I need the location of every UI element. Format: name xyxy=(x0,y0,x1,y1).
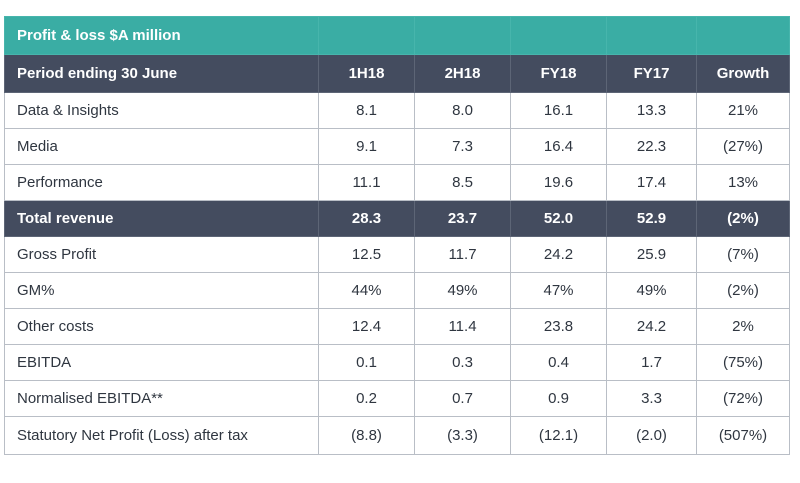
cell-growth: (72%) xyxy=(696,380,790,417)
cell-2h18: 8.5 xyxy=(414,164,511,201)
row-label: Normalised EBITDA** xyxy=(4,380,319,417)
cell-fy17: 3.3 xyxy=(606,380,697,417)
cell-2h18: 23.7 xyxy=(414,200,511,237)
cell-1h18: 8.1 xyxy=(318,92,415,129)
cell-growth: (507%) xyxy=(696,416,790,455)
cell-fy17: 1.7 xyxy=(606,344,697,381)
cell-fy18: 0.4 xyxy=(510,344,607,381)
title-cell-blank xyxy=(510,16,607,55)
table-row: Other costs 12.4 11.4 23.8 24.2 2% xyxy=(4,308,790,345)
cell-2h18: 0.7 xyxy=(414,380,511,417)
cell-fy17: 25.9 xyxy=(606,236,697,273)
table-row: Performance 11.1 8.5 19.6 17.4 13% xyxy=(4,164,790,201)
title-cell-blank xyxy=(318,16,415,55)
row-label: Other costs xyxy=(4,308,319,345)
column-header-growth: Growth xyxy=(696,54,790,93)
cell-growth: (27%) xyxy=(696,128,790,165)
table-header-row: Period ending 30 June 1H18 2H18 FY18 FY1… xyxy=(4,54,790,93)
title-cell-blank xyxy=(606,16,697,55)
title-cell-blank xyxy=(696,16,790,55)
cell-fy17: 52.9 xyxy=(606,200,697,237)
table-title-row: Profit & loss $A million xyxy=(4,16,790,55)
total-row: Total revenue 28.3 23.7 52.0 52.9 (2%) xyxy=(4,200,790,237)
row-label: EBITDA xyxy=(4,344,319,381)
table-title: Profit & loss $A million xyxy=(4,16,319,55)
cell-2h18: 49% xyxy=(414,272,511,309)
cell-fy18: 19.6 xyxy=(510,164,607,201)
cell-fy17: 17.4 xyxy=(606,164,697,201)
row-label: Data & Insights xyxy=(4,92,319,129)
row-label: Total revenue xyxy=(4,200,319,237)
profit-loss-table: Profit & loss $A million Period ending 3… xyxy=(4,16,790,455)
row-label: Gross Profit xyxy=(4,236,319,273)
cell-fy17: 13.3 xyxy=(606,92,697,129)
cell-growth: (7%) xyxy=(696,236,790,273)
cell-fy18: 0.9 xyxy=(510,380,607,417)
cell-growth: 21% xyxy=(696,92,790,129)
cell-1h18: 9.1 xyxy=(318,128,415,165)
cell-2h18: 7.3 xyxy=(414,128,511,165)
cell-1h18: 12.4 xyxy=(318,308,415,345)
row-label: GM% xyxy=(4,272,319,309)
table-row: Media 9.1 7.3 16.4 22.3 (27%) xyxy=(4,128,790,165)
table-row: Gross Profit 12.5 11.7 24.2 25.9 (7%) xyxy=(4,236,790,273)
cell-fy17: (2.0) xyxy=(606,416,697,455)
cell-fy18: (12.1) xyxy=(510,416,607,455)
cell-1h18: 12.5 xyxy=(318,236,415,273)
cell-1h18: (8.8) xyxy=(318,416,415,455)
cell-fy18: 23.8 xyxy=(510,308,607,345)
cell-1h18: 28.3 xyxy=(318,200,415,237)
cell-fy17: 22.3 xyxy=(606,128,697,165)
cell-2h18: 8.0 xyxy=(414,92,511,129)
title-cell-blank xyxy=(414,16,511,55)
cell-2h18: 11.7 xyxy=(414,236,511,273)
cell-1h18: 44% xyxy=(318,272,415,309)
cell-2h18: (3.3) xyxy=(414,416,511,455)
column-header-1h18: 1H18 xyxy=(318,54,415,93)
row-label: Statutory Net Profit (Loss) after tax xyxy=(4,416,319,455)
row-label: Media xyxy=(4,128,319,165)
cell-fy18: 52.0 xyxy=(510,200,607,237)
row-label: Performance xyxy=(4,164,319,201)
cell-growth: 13% xyxy=(696,164,790,201)
column-header-2h18: 2H18 xyxy=(414,54,511,93)
cell-growth: (75%) xyxy=(696,344,790,381)
cell-fy18: 24.2 xyxy=(510,236,607,273)
cell-fy17: 49% xyxy=(606,272,697,309)
cell-growth: 2% xyxy=(696,308,790,345)
cell-fy18: 47% xyxy=(510,272,607,309)
cell-growth: (2%) xyxy=(696,200,790,237)
cell-1h18: 0.1 xyxy=(318,344,415,381)
cell-fy17: 24.2 xyxy=(606,308,697,345)
cell-1h18: 0.2 xyxy=(318,380,415,417)
cell-1h18: 11.1 xyxy=(318,164,415,201)
period-header: Period ending 30 June xyxy=(4,54,319,93)
table-row: Normalised EBITDA** 0.2 0.7 0.9 3.3 (72%) xyxy=(4,380,790,417)
table-row: EBITDA 0.1 0.3 0.4 1.7 (75%) xyxy=(4,344,790,381)
column-header-fy18: FY18 xyxy=(510,54,607,93)
table-row: GM% 44% 49% 47% 49% (2%) xyxy=(4,272,790,309)
cell-fy18: 16.1 xyxy=(510,92,607,129)
cell-growth: (2%) xyxy=(696,272,790,309)
cell-fy18: 16.4 xyxy=(510,128,607,165)
profit-loss-table-container: Profit & loss $A million Period ending 3… xyxy=(4,16,790,455)
table-row: Statutory Net Profit (Loss) after tax (8.… xyxy=(4,416,790,455)
cell-2h18: 11.4 xyxy=(414,308,511,345)
table-row: Data & Insights 8.1 8.0 16.1 13.3 21% xyxy=(4,92,790,129)
cell-2h18: 0.3 xyxy=(414,344,511,381)
column-header-fy17: FY17 xyxy=(606,54,697,93)
